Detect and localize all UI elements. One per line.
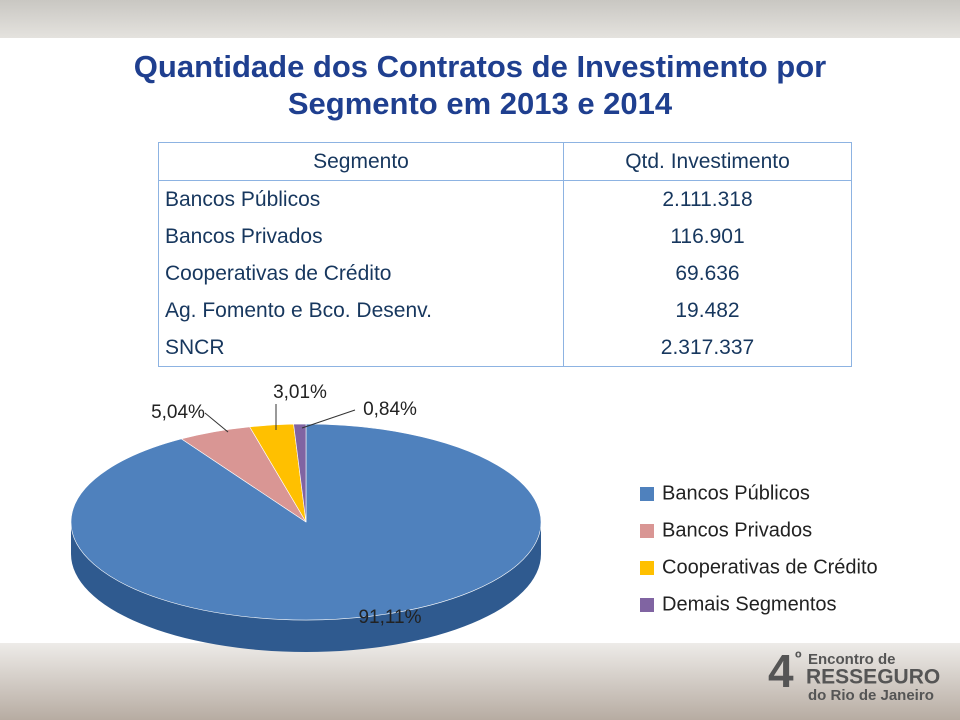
pie-slice <box>293 423 307 523</box>
legend-swatch <box>640 598 654 612</box>
logo-number: 4 <box>768 645 794 697</box>
logo-line: RESSEGURO <box>806 666 940 689</box>
table-cell: Ag. Fomento e Bco. Desenv. <box>158 292 564 329</box>
table-row: Bancos Públicos 2.111.318 <box>158 180 852 218</box>
table-cell: SNCR <box>158 329 564 367</box>
leader-line <box>301 409 356 429</box>
legend-swatch <box>640 561 654 575</box>
legend-label: Cooperativas de Crédito <box>662 556 878 578</box>
table-cell: 69.636 <box>675 261 740 285</box>
legend-label: Demais Segmentos <box>662 593 837 615</box>
logo: 4 º Encontro de RESSEGURO do Rio de Jane… <box>768 645 940 704</box>
data-label: 3,01% <box>273 382 327 403</box>
table-row: Bancos Privados 116.901 <box>158 218 852 255</box>
table-row: Cooperativas de Crédito 69.636 <box>158 255 852 292</box>
leader-line <box>204 412 229 433</box>
table-row: Ag. Fomento e Bco. Desenv. 19.482 <box>158 292 852 329</box>
table-cell: 2.111.318 <box>662 187 753 211</box>
data-label: 5,04% <box>151 402 205 423</box>
title-line: Quantidade dos Contratos de Investimento… <box>133 49 827 84</box>
slide-title: Quantidade dos Contratos de Investimento… <box>0 48 960 122</box>
header-cell: Segmento <box>158 142 564 181</box>
table-row: SNCR 2.317.337 <box>158 329 852 367</box>
legend-label: Bancos Públicos <box>662 482 810 504</box>
logo-ordinal: º <box>795 648 802 668</box>
logo-line: Encontro de <box>808 651 896 668</box>
data-table: Segmento Qtd. Investimento Bancos Públic… <box>158 142 852 367</box>
pie-side <box>71 522 541 652</box>
legend-swatch <box>640 487 654 501</box>
table-cell: Bancos Privados <box>158 218 564 255</box>
header-cell: Qtd. Investimento <box>563 142 852 181</box>
table-cell: Bancos Públicos <box>158 180 564 218</box>
header-row: Segmento Qtd. Investimento <box>158 142 852 181</box>
logo-line: do Rio de Janeiro <box>808 687 934 704</box>
title-line: Segmento em 2013 e 2014 <box>287 86 673 121</box>
table-cell: 19.482 <box>675 298 740 322</box>
data-label: 91,11% <box>358 607 421 628</box>
table-cell: 116.901 <box>670 224 745 248</box>
data-label: 0,84% <box>363 399 417 420</box>
legend-swatch <box>640 524 654 538</box>
table-cell: Cooperativas de Crédito <box>158 255 564 292</box>
table-cell: 2.317.337 <box>660 335 755 359</box>
legend-label: Bancos Privados <box>662 519 812 541</box>
